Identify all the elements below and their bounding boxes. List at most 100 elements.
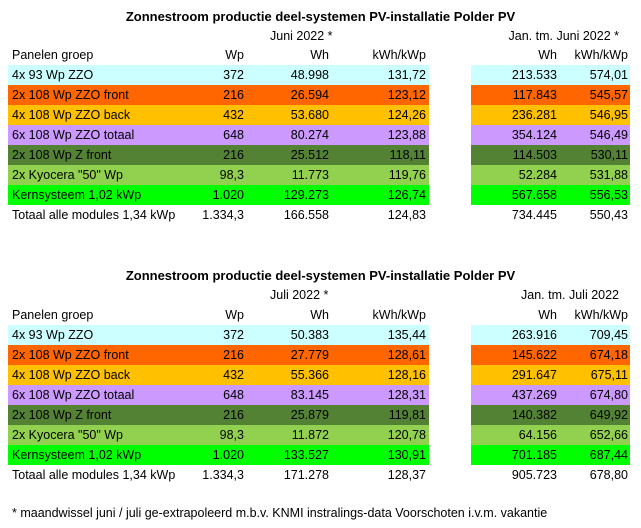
header-name: Panelen groep — [12, 308, 94, 322]
table-row: 4x 108 Wp ZZO back 432 53.680 124,26 236.281… — [0, 105, 641, 125]
period-cumulative: Jan. tm. Juni 2022 * — [508, 29, 619, 43]
wh-cumulative-value: 263.916 — [511, 328, 557, 342]
kwh-kwp-cumulative-value: 574,01 — [589, 68, 628, 82]
wp-value: 1.020 — [212, 188, 244, 202]
kwh-kwp-cumulative-value: 649,92 — [589, 408, 628, 422]
table-title: Zonnestroom productie deel-systemen PV-i… — [125, 268, 516, 283]
row-highlight-left — [8, 85, 429, 105]
wh-cumulative-value: 701.185 — [511, 448, 557, 462]
header-kwh-kwp: kWh/kWp — [372, 48, 426, 62]
wh-cumulative-value: 52.284 — [518, 168, 557, 182]
row-highlight-left — [8, 345, 429, 365]
group-name: 2x 108 Wp Z front — [12, 148, 112, 162]
kwh-kwp-value: 128,61 — [387, 348, 426, 362]
wh-cumulative-value: 140.382 — [511, 408, 557, 422]
row-highlight-left — [8, 105, 429, 125]
header-wh: Wh — [310, 308, 329, 322]
table-row: 6x 108 Wp ZZO totaal 648 83.145 128,31 437.2… — [0, 385, 641, 405]
kwh-kwp-cumulative-value: 687,44 — [589, 448, 628, 462]
table-row: Kernsysteem 1,02 kWp 1.020 133.527 130,91 70… — [0, 445, 641, 465]
row-highlight-left — [8, 165, 429, 185]
wh-value: 83.145 — [290, 388, 329, 402]
row-highlight-right — [471, 185, 630, 205]
table-row: 4x 93 Wp ZZO 372 50.383 135,44 263.916 709,45 — [0, 325, 641, 345]
row-highlight-left — [8, 385, 429, 405]
kwh-kwp-value: 119,76 — [388, 168, 426, 182]
kwh-kwp-value: 123,88 — [387, 128, 426, 142]
wh-value: 133.527 — [283, 448, 329, 462]
kwh-kwp-value: 128,31 — [387, 388, 426, 402]
wp-value: 372 — [223, 68, 244, 82]
group-name: 2x 108 Wp ZZO front — [12, 348, 129, 362]
wh-value: 25.512 — [290, 148, 329, 162]
wp-value: 372 — [223, 328, 244, 342]
wh-cumulative-value: 117.843 — [512, 88, 557, 102]
wh-value: 55.366 — [290, 368, 329, 382]
wh-value: 26.594 — [290, 88, 329, 102]
kwh-kwp-value: 120,78 — [387, 428, 426, 442]
total-row: Totaal alle modules 1,34 kWp 1.334,3 171.2… — [0, 465, 641, 485]
group-name: 4x 93 Wp ZZO — [12, 68, 94, 82]
wh-value: 48.998 — [290, 68, 329, 82]
header-wh: Wh — [310, 48, 329, 62]
group-name: Kernsysteem 1,02 kWp — [12, 448, 142, 462]
table-row: 2x Kyocera "50" Wp 98,3 11.773 119,76 52.284… — [0, 165, 641, 185]
kwh-kwp-cumulative-value: 652,66 — [589, 428, 628, 442]
wp-value: 216 — [223, 348, 244, 362]
row-highlight-left — [8, 325, 429, 345]
kwh-kwp-cumulative-value: 674,80 — [589, 388, 628, 402]
group-name: 2x Kyocera "50" Wp — [12, 168, 124, 182]
kwh-kwp-value: 118,11 — [389, 148, 426, 162]
header-wh-cumulative: Wh — [538, 48, 557, 62]
group-name: Totaal alle modules 1,34 kWp — [12, 208, 176, 222]
header-wp: Wp — [225, 308, 244, 322]
group-name: 6x 108 Wp ZZO totaal — [12, 388, 135, 402]
total-row: Totaal alle modules 1,34 kWp 1.334,3 166.5… — [0, 205, 641, 225]
row-highlight-left — [8, 65, 429, 85]
row-highlight-right — [471, 405, 630, 425]
header-kwh-kwp: kWh/kWp — [372, 308, 426, 322]
row-highlight-left — [8, 405, 429, 425]
wh-cumulative-value: 437.269 — [511, 388, 557, 402]
kwh-kwp-value: 128,37 — [387, 468, 426, 482]
wp-value: 648 — [223, 128, 244, 142]
table-row: 6x 108 Wp ZZO totaal 648 80.274 123,88 354.1… — [0, 125, 641, 145]
row-highlight-left — [8, 145, 429, 165]
header-name: Panelen groep — [12, 48, 94, 62]
kwh-kwp-cumulative-value: 550,43 — [589, 208, 628, 222]
row-highlight-right — [471, 165, 630, 185]
wp-value: 432 — [223, 108, 244, 122]
wh-value: 11.872 — [291, 428, 329, 442]
wh-value: 53.680 — [290, 108, 329, 122]
wh-value: 50.383 — [290, 328, 329, 342]
wp-value: 216 — [223, 148, 244, 162]
period-month: Juni 2022 * — [270, 29, 333, 43]
header-row: Panelen groep Wp Wh kWh/kWp Wh kWh/kWp — [0, 305, 641, 325]
wh-value: 129.273 — [283, 188, 329, 202]
row-highlight-left — [8, 365, 429, 385]
row-highlight-right — [471, 105, 630, 125]
row-highlight-right — [471, 145, 630, 165]
table-title: Zonnestroom productie deel-systemen PV-i… — [125, 9, 516, 24]
row-highlight-right — [471, 125, 630, 145]
row-highlight-left — [8, 445, 429, 465]
kwh-kwp-cumulative-value: 709,45 — [589, 328, 628, 342]
row-highlight-right — [471, 65, 630, 85]
header-kwh-kwp-cumulative: kWh/kWp — [574, 48, 628, 62]
kwh-kwp-cumulative-value: 674,18 — [589, 348, 628, 362]
row-highlight-left — [8, 425, 429, 445]
wh-value: 171.278 — [283, 468, 329, 482]
wh-value: 25.879 — [290, 408, 329, 422]
row-highlight-right — [471, 325, 630, 345]
group-name: 4x 93 Wp ZZO — [12, 328, 94, 342]
header-wp: Wp — [225, 48, 244, 62]
wp-value: 216 — [223, 88, 244, 102]
wp-value: 1.334,3 — [202, 468, 244, 482]
table-row: 4x 108 Wp ZZO back 432 55.366 128,16 291.647… — [0, 365, 641, 385]
period-month: Juli 2022 * — [270, 288, 329, 302]
group-name: 2x Kyocera "50" Wp — [12, 428, 124, 442]
wh-cumulative-value: 567.658 — [511, 188, 557, 202]
group-name: Kernsysteem 1,02 kWp — [12, 188, 142, 202]
kwh-kwp-cumulative-value: 546,95 — [589, 108, 628, 122]
kwh-kwp-value: 126,74 — [387, 188, 426, 202]
